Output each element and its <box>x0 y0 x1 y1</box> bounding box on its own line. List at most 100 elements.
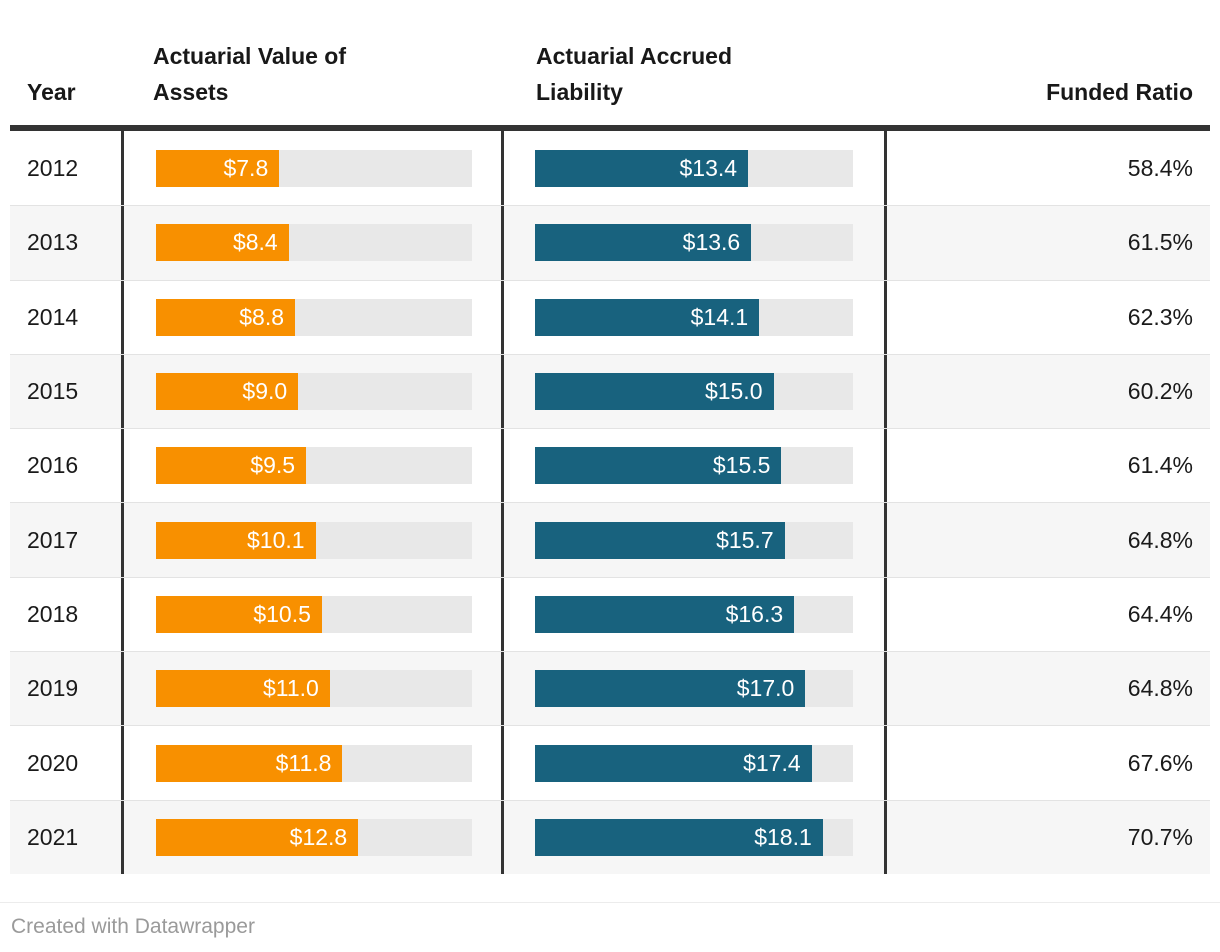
assets-bar-value-label: $8.4 <box>232 229 278 256</box>
liability-bar-value-label: $16.3 <box>725 600 784 627</box>
table-body: 2012 $7.8 $13.4 58.4% 2013 $8.4 <box>10 131 1210 874</box>
table-row: 2017 $10.1 $15.7 64.8% <box>10 502 1210 577</box>
table-row: 2019 $11.0 $17.0 64.8% <box>10 651 1210 726</box>
liability-bar: $15.5 <box>535 447 782 485</box>
year-cell: 2019 <box>27 675 79 702</box>
column-header-assets-label: Actuarial Value of Assets <box>153 43 347 105</box>
assets-bar-track: $10.1 <box>156 521 472 559</box>
funded-ratio-cell: 70.7% <box>884 800 1210 874</box>
liability-bar-value-label: $18.1 <box>754 823 812 850</box>
assets-bar-value-label: $9.5 <box>250 452 296 479</box>
assets-cell: $8.4 <box>121 206 501 280</box>
assets-bar-track: $9.5 <box>156 447 472 485</box>
year-cell: 2018 <box>27 600 79 627</box>
assets-bar-track: $11.0 <box>156 670 472 708</box>
funded-ratio-cell: 61.4% <box>884 429 1210 503</box>
table-row: 2012 $7.8 $13.4 58.4% <box>10 131 1210 206</box>
assets-bar: $7.8 <box>156 149 280 187</box>
liability-bar-track: $14.1 <box>535 298 853 336</box>
liability-cell: $15.5 <box>501 429 884 503</box>
funded-ratio-cell: 64.8% <box>884 503 1210 577</box>
liability-bar-track: $18.1 <box>535 818 853 856</box>
liability-bar-value-label: $17.4 <box>743 749 801 776</box>
liability-bar-track: $13.4 <box>535 149 853 187</box>
assets-bar-track: $8.4 <box>156 224 472 262</box>
liability-cell: $13.6 <box>501 206 884 280</box>
year-cell: 2020 <box>27 749 79 776</box>
assets-cell: $11.8 <box>121 726 501 800</box>
liability-cell: $18.1 <box>501 800 884 874</box>
liability-bar-value-label: $17.0 <box>736 675 795 702</box>
assets-bar: $8.4 <box>156 224 289 262</box>
year-cell: 2013 <box>27 229 79 256</box>
assets-bar-value-label: $11.8 <box>275 749 332 776</box>
assets-bar-track: $10.5 <box>156 595 472 633</box>
liability-bar-track: $16.3 <box>535 595 853 633</box>
liability-bar-track: $17.0 <box>535 670 853 708</box>
assets-cell: $11.0 <box>121 652 501 726</box>
liability-bar: $13.6 <box>535 224 752 262</box>
assets-bar-value-label: $8.8 <box>239 303 285 330</box>
column-header-assets: Actuarial Value of Assets <box>121 38 501 110</box>
assets-bar-value-label: $11.0 <box>262 675 319 702</box>
funded-ratio-cell: 60.2% <box>884 354 1210 429</box>
assets-bar-track: $9.0 <box>156 373 472 411</box>
liability-bar-track: $15.0 <box>535 373 853 411</box>
liability-bar-value-label: $14.1 <box>690 303 749 330</box>
year-cell: 2012 <box>27 154 79 181</box>
funded-ratio-cell: 67.6% <box>884 726 1210 800</box>
assets-bar-track: $11.8 <box>156 744 472 782</box>
assets-bar-value-label: $7.8 <box>223 154 269 181</box>
column-header-year: Year <box>27 79 76 105</box>
year-cell: 2016 <box>27 452 79 479</box>
assets-bar-track: $12.8 <box>156 818 472 856</box>
column-header-funded-ratio: Funded Ratio <box>1046 79 1193 105</box>
liability-bar: $14.1 <box>535 298 760 336</box>
liability-bar-value-label: $15.5 <box>712 452 771 479</box>
liability-bar: $17.4 <box>535 744 812 782</box>
liability-bar: $16.3 <box>535 595 795 633</box>
liability-bar-track: $13.6 <box>535 224 853 262</box>
table-row: 2018 $10.5 $16.3 64.4% <box>10 576 1210 652</box>
liability-bar-track: $15.7 <box>535 521 853 559</box>
funded-ratio-cell: 64.8% <box>884 652 1210 726</box>
datawrapper-credit-link[interactable]: Created with Datawrapper <box>11 915 255 938</box>
assets-bar-value-label: $10.1 <box>247 526 305 553</box>
assets-bar: $12.8 <box>156 818 359 856</box>
assets-cell: $12.8 <box>121 800 501 874</box>
column-header-liability: Actuarial Accrued Liability <box>501 38 884 110</box>
assets-cell: $10.1 <box>121 503 501 577</box>
liability-bar: $15.0 <box>535 373 774 411</box>
assets-bar-track: $8.8 <box>156 298 472 336</box>
year-cell: 2014 <box>27 303 79 330</box>
table: Year Actuarial Value of Assets Actuarial… <box>10 0 1210 874</box>
assets-bar-value-label: $12.8 <box>289 823 348 850</box>
assets-bar: $11.8 <box>156 744 343 782</box>
table-row: 2015 $9.0 $15.0 60.2% <box>10 353 1210 429</box>
assets-cell: $10.5 <box>121 577 501 652</box>
liability-bar-value-label: $15.7 <box>716 526 774 553</box>
year-cell: 2015 <box>27 378 79 405</box>
column-header-liability-label: Actuarial Accrued Liability <box>536 43 732 105</box>
year-cell: 2017 <box>27 526 79 553</box>
table-row: 2013 $8.4 $13.6 61.5% <box>10 205 1210 280</box>
funded-ratio-cell: 64.4% <box>884 577 1210 652</box>
liability-cell: $14.1 <box>501 280 884 354</box>
assets-bar: $10.1 <box>156 521 316 559</box>
table-row: 2021 $12.8 $18.1 70.7% <box>10 799 1210 874</box>
assets-cell: $9.5 <box>121 429 501 503</box>
assets-cell: $9.0 <box>121 354 501 429</box>
assets-bar: $9.0 <box>156 373 299 411</box>
funded-ratio-cell: 61.5% <box>884 206 1210 280</box>
assets-bar-value-label: $9.0 <box>242 378 288 405</box>
liability-cell: $15.0 <box>501 354 884 429</box>
table-header-row: Year Actuarial Value of Assets Actuarial… <box>10 0 1210 125</box>
liability-bar-value-label: $15.0 <box>704 378 763 405</box>
header-divider-rule <box>10 125 1210 131</box>
year-cell: 2021 <box>27 823 79 850</box>
liability-bar: $18.1 <box>535 818 823 856</box>
assets-bar: $9.5 <box>156 447 307 485</box>
footer-divider <box>0 902 1220 903</box>
assets-bar-track: $7.8 <box>156 149 472 187</box>
liability-bar-track: $15.5 <box>535 447 853 485</box>
